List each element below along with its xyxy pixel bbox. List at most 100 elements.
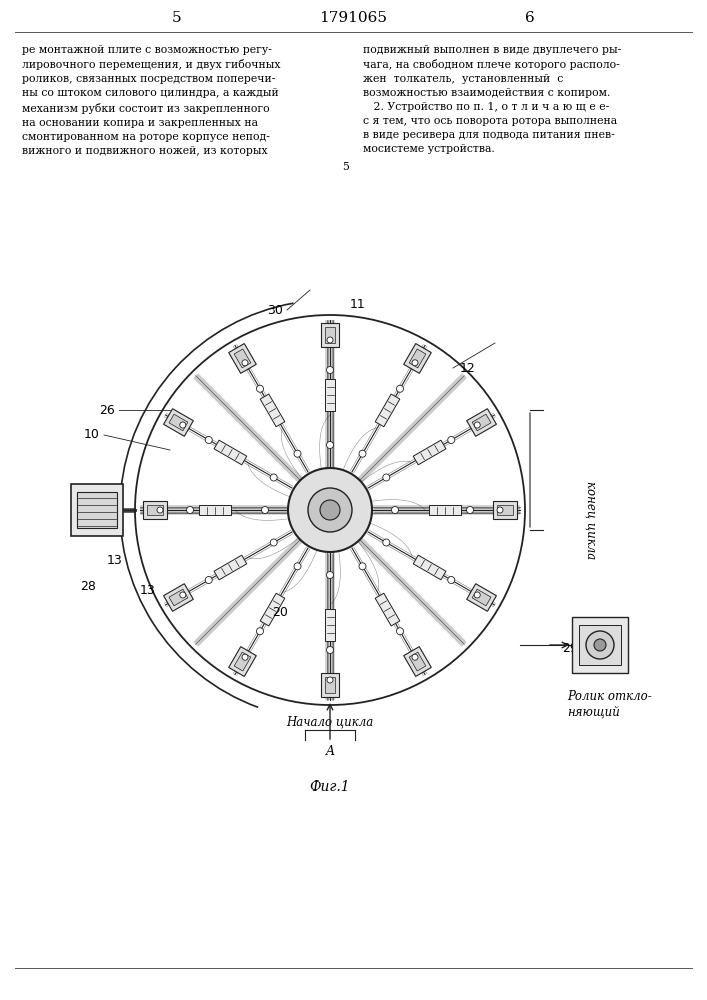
Polygon shape: [321, 673, 339, 697]
Bar: [77, 492, 117, 528]
Circle shape: [242, 360, 248, 366]
Polygon shape: [325, 677, 335, 693]
Polygon shape: [228, 647, 257, 676]
Circle shape: [594, 639, 606, 651]
Circle shape: [320, 500, 340, 520]
Circle shape: [308, 488, 352, 532]
Circle shape: [327, 337, 333, 343]
Circle shape: [467, 506, 474, 514]
Circle shape: [205, 436, 212, 444]
Polygon shape: [375, 593, 400, 626]
Polygon shape: [214, 440, 247, 465]
Circle shape: [242, 654, 248, 660]
Polygon shape: [163, 409, 193, 436]
Polygon shape: [325, 327, 335, 343]
Text: 28: 28: [80, 580, 96, 593]
Polygon shape: [214, 555, 247, 580]
Circle shape: [257, 385, 264, 392]
Polygon shape: [163, 584, 193, 611]
Text: конец цикла: конец цикла: [585, 481, 598, 559]
Circle shape: [474, 422, 480, 428]
Circle shape: [180, 422, 186, 428]
Circle shape: [382, 539, 390, 546]
Polygon shape: [234, 652, 251, 671]
Circle shape: [327, 677, 333, 683]
Text: 13: 13: [107, 554, 123, 566]
Text: 12: 12: [460, 361, 476, 374]
Polygon shape: [409, 652, 426, 671]
Text: 6: 6: [525, 11, 535, 25]
Circle shape: [327, 572, 334, 578]
Circle shape: [497, 507, 503, 513]
Bar: [572, 617, 628, 673]
Text: Ролик откло-
няющий: Ролик откло- няющий: [567, 690, 652, 718]
Circle shape: [359, 563, 366, 570]
Circle shape: [180, 592, 186, 598]
Text: 11: 11: [350, 298, 366, 312]
Text: A: A: [325, 745, 334, 758]
Circle shape: [397, 628, 404, 635]
Polygon shape: [409, 349, 426, 368]
Text: 1791065: 1791065: [319, 11, 387, 25]
Circle shape: [412, 654, 418, 660]
Circle shape: [270, 474, 277, 481]
Circle shape: [392, 506, 399, 514]
Text: 5: 5: [343, 162, 349, 172]
Circle shape: [294, 450, 301, 457]
Polygon shape: [497, 505, 513, 515]
Text: 26: 26: [99, 403, 115, 416]
Circle shape: [474, 592, 480, 598]
Circle shape: [294, 563, 301, 570]
Text: 13: 13: [140, 584, 156, 596]
Polygon shape: [325, 379, 335, 411]
Polygon shape: [375, 394, 400, 427]
Polygon shape: [467, 409, 496, 436]
Text: Фиг.1: Фиг.1: [310, 780, 350, 794]
Polygon shape: [260, 593, 285, 626]
Circle shape: [327, 647, 334, 654]
Text: 20: 20: [272, 606, 288, 619]
Circle shape: [288, 468, 372, 552]
Bar: [71, 484, 123, 536]
Polygon shape: [493, 501, 517, 519]
Polygon shape: [404, 647, 431, 676]
Polygon shape: [260, 394, 285, 427]
Text: 10: 10: [84, 428, 100, 442]
Circle shape: [586, 631, 614, 659]
Polygon shape: [143, 501, 167, 519]
Circle shape: [448, 576, 455, 584]
Polygon shape: [321, 323, 339, 347]
Polygon shape: [325, 609, 335, 641]
Polygon shape: [234, 349, 251, 368]
Polygon shape: [413, 440, 446, 465]
Polygon shape: [228, 344, 257, 373]
Circle shape: [205, 576, 212, 584]
Polygon shape: [199, 505, 231, 515]
Circle shape: [448, 436, 455, 444]
Text: подвижный выполнен в виде двуплечего ры-
чага, на свободном плече которого распо: подвижный выполнен в виде двуплечего ры-…: [363, 45, 621, 154]
Text: 30: 30: [267, 304, 283, 316]
Circle shape: [359, 450, 366, 457]
Circle shape: [412, 360, 418, 366]
Circle shape: [257, 628, 264, 635]
Text: ре монтажной плите с возможностью регу-
лировочного перемещения, и двух гибочных: ре монтажной плите с возможностью регу- …: [22, 45, 281, 156]
Circle shape: [327, 366, 334, 373]
Polygon shape: [429, 505, 461, 515]
Polygon shape: [472, 414, 491, 431]
Circle shape: [397, 385, 404, 392]
Circle shape: [187, 506, 194, 514]
Polygon shape: [472, 589, 491, 606]
Polygon shape: [413, 555, 446, 580]
Polygon shape: [404, 344, 431, 373]
Polygon shape: [169, 589, 188, 606]
Polygon shape: [169, 414, 188, 431]
Circle shape: [270, 539, 277, 546]
Text: 29: 29: [562, 642, 578, 654]
Polygon shape: [147, 505, 163, 515]
Circle shape: [262, 506, 269, 514]
Bar: [579, 625, 621, 665]
Polygon shape: [467, 584, 496, 611]
Circle shape: [382, 474, 390, 481]
Circle shape: [327, 442, 334, 448]
Text: Начало цикла: Начало цикла: [286, 715, 373, 728]
